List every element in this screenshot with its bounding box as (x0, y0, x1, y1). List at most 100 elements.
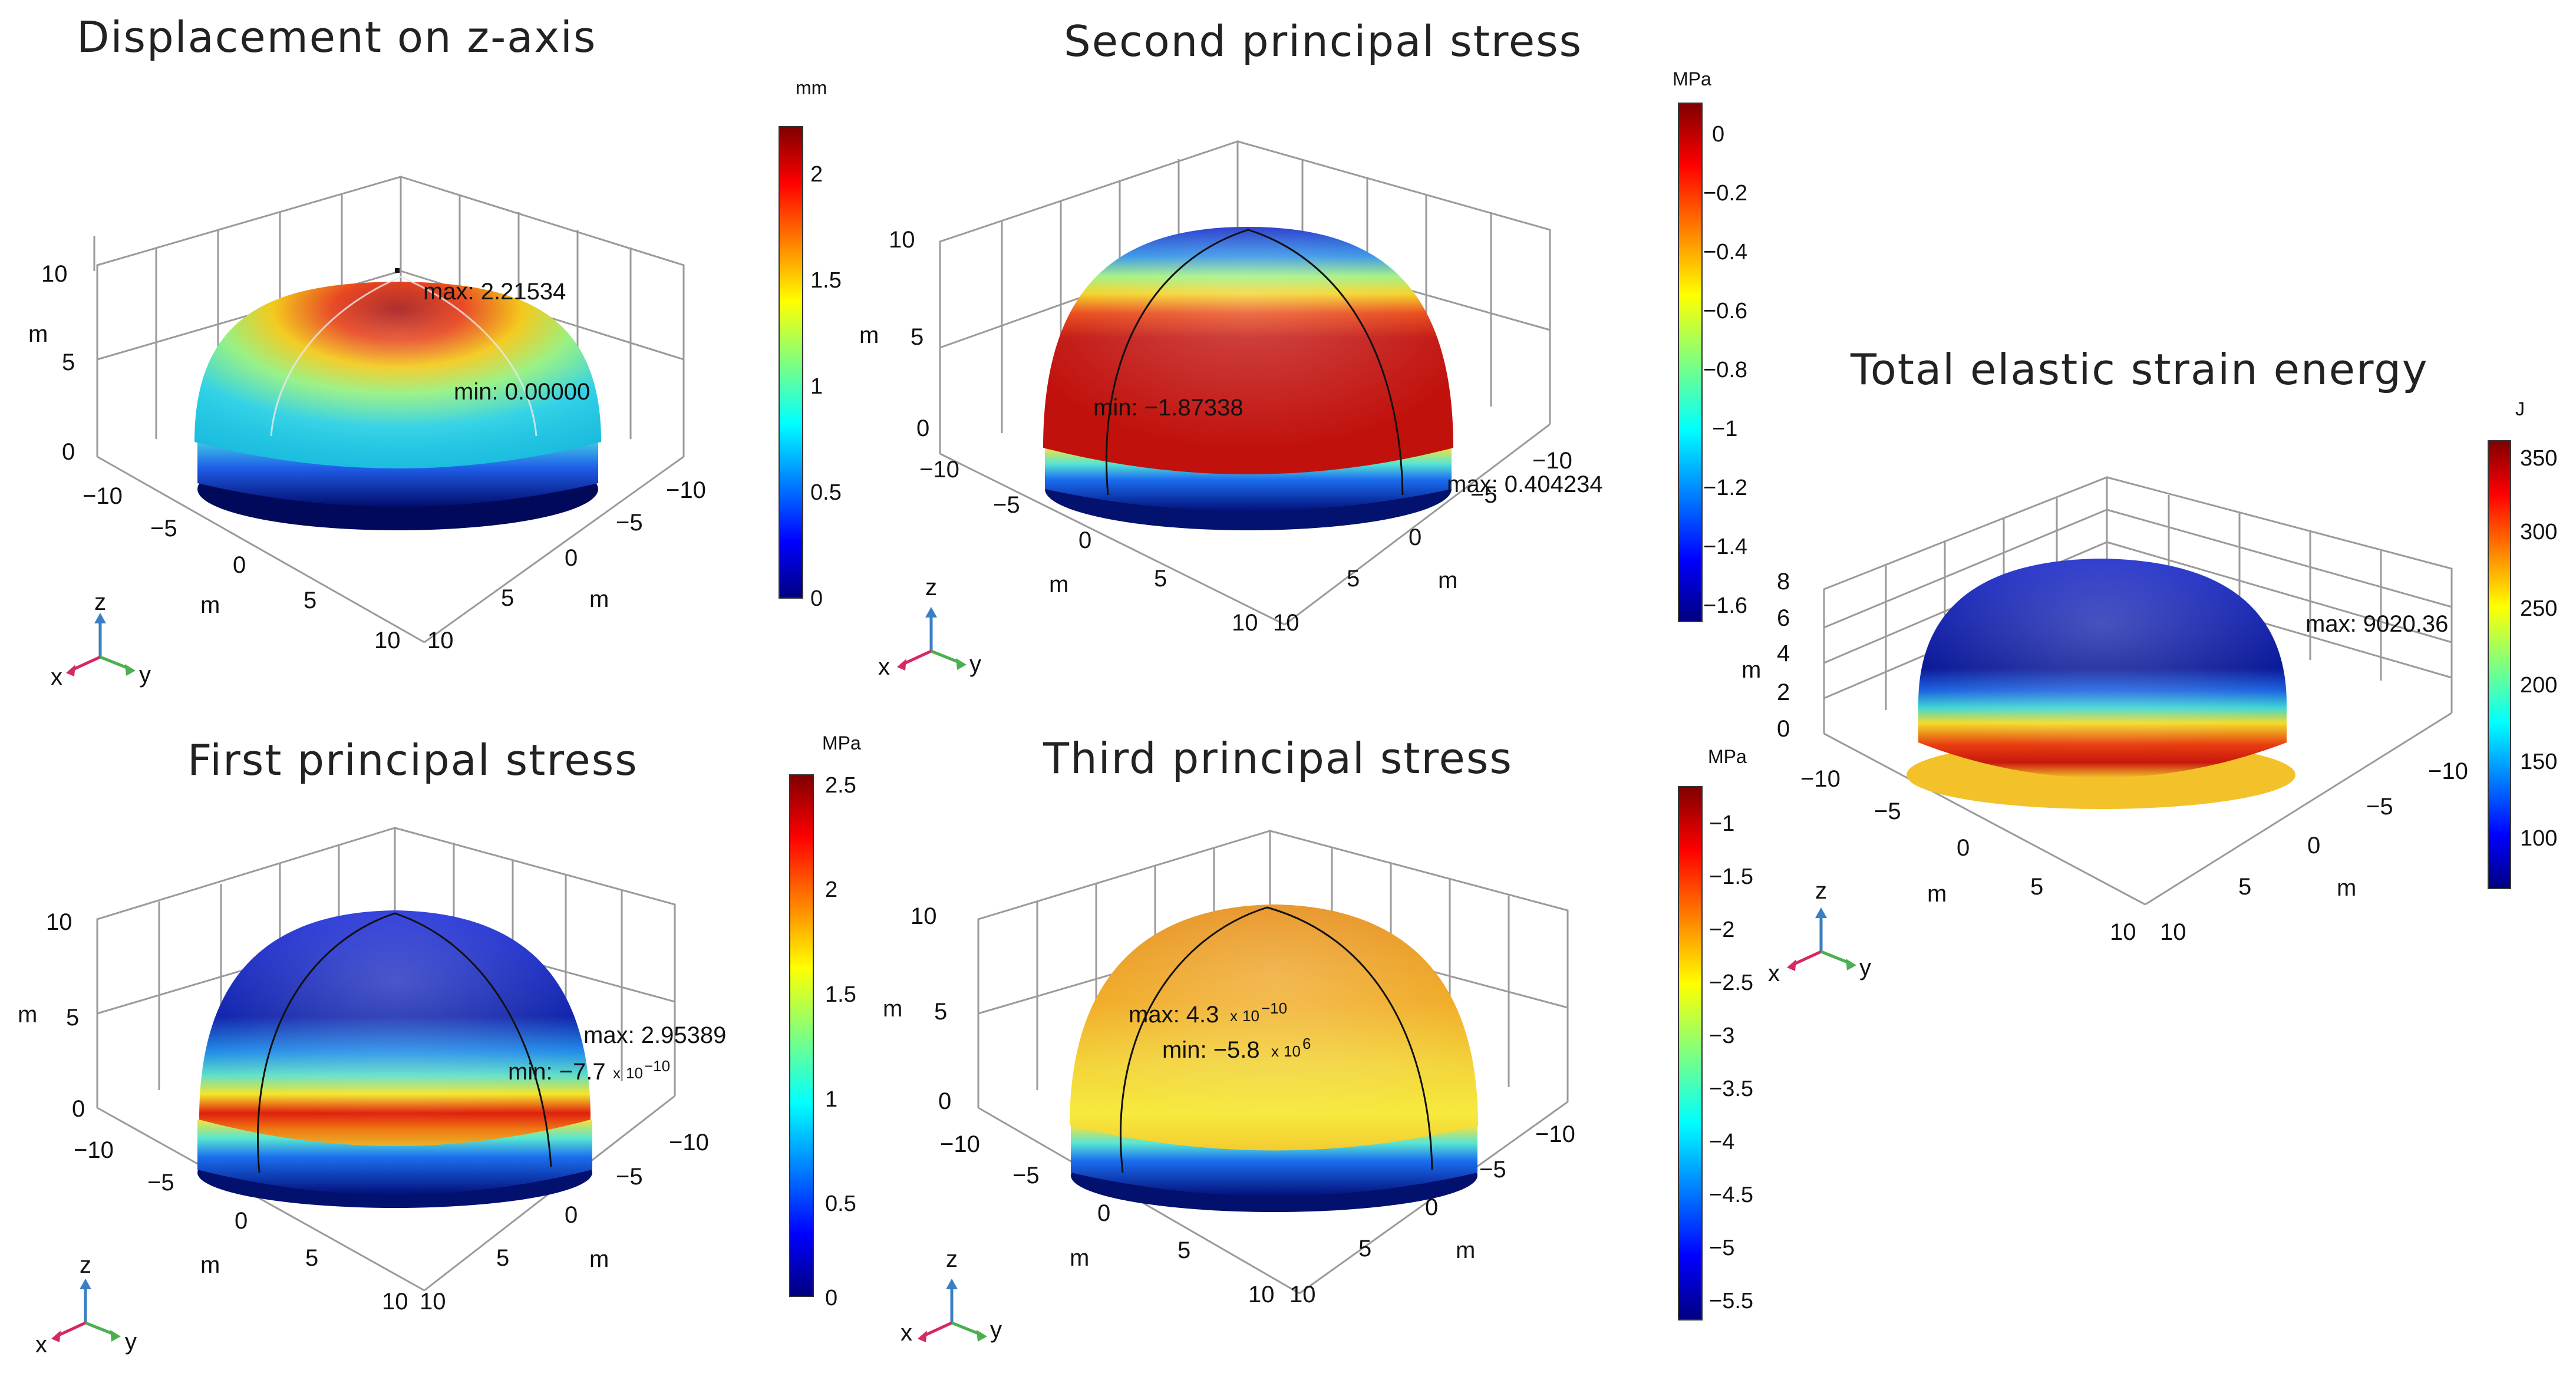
y-tick: −5 (616, 510, 643, 536)
z-tick: 10 (911, 903, 937, 929)
y-tick: −10 (2428, 758, 2468, 784)
colorbar-tick: −1.2 (1703, 476, 1747, 500)
y-axis-label: m (2337, 875, 2356, 901)
y-tick: 5 (1347, 566, 1360, 592)
colorbar-tick: 300 (2520, 520, 2557, 544)
z-tick: 0 (916, 415, 929, 441)
y-tick: 0 (1425, 1194, 1438, 1220)
x-axis-ticks: −10 −5 0 5 10 m (940, 1131, 1275, 1308)
y-tick: 5 (1358, 1236, 1371, 1262)
y-tick: 10 (427, 628, 454, 653)
colorbar-tick: −1.6 (1703, 593, 1747, 618)
max-marker (395, 268, 400, 273)
svg-text:min: −5.8: min: −5.8 (1162, 1037, 1260, 1063)
x-tick: 5 (305, 1245, 318, 1271)
triad-y-label: y (1859, 955, 1871, 980)
y-tick: −10 (1535, 1121, 1575, 1147)
colorbar-tick: 150 (2520, 750, 2557, 774)
x-tick: 5 (1154, 566, 1167, 592)
triad-x-label: x (901, 1320, 912, 1346)
axis-triad: z x y (878, 575, 981, 680)
triad-y-label: y (990, 1317, 1002, 1343)
max-annotation: max: 9020.36 (2305, 611, 2448, 637)
colorbar-tick: 1.5 (825, 982, 856, 1007)
colorbar: mm 2 1.5 1 0.5 0 (779, 77, 842, 611)
x-tick: −10 (83, 483, 123, 509)
z-tick: 10 (41, 261, 68, 287)
x-axis-label: m (1927, 881, 1947, 907)
svg-text:x: x (1230, 1007, 1238, 1025)
min-annotation: min: −1.87338 (1093, 395, 1244, 421)
z-tick: 8 (1777, 569, 1790, 595)
colorbar-tick: 2 (825, 877, 837, 902)
z-tick: 0 (72, 1096, 85, 1122)
panel-displacement-z: Displacement on z-axis 10 5 0 m (28, 12, 842, 690)
panel-title: First principal stress (187, 735, 638, 785)
z-axis-ticks: 10 5 0 m (883, 903, 951, 1114)
triad-x-label: x (51, 664, 62, 690)
x-tick: 0 (235, 1208, 248, 1234)
triad-z-label: z (946, 1246, 958, 1272)
colorbar-tick: −5 (1709, 1236, 1734, 1260)
triad-x-label: x (1768, 960, 1780, 986)
colorbar-unit: MPa (1708, 746, 1747, 767)
y-tick: 10 (1289, 1282, 1316, 1308)
svg-text:10: 10 (1284, 1042, 1301, 1060)
x-tick: −5 (993, 492, 1020, 518)
x-tick: 0 (1078, 527, 1091, 553)
max-annotation: max: 2.95389 (583, 1022, 726, 1048)
z-tick: 5 (66, 1005, 79, 1031)
colorbar-tick: 0.5 (810, 480, 842, 505)
triad-z-label: z (80, 1252, 91, 1278)
triad-x-label: x (878, 654, 890, 680)
z-tick: 0 (62, 439, 75, 465)
svg-text:6: 6 (1302, 1035, 1311, 1052)
x-tick: 5 (304, 587, 316, 613)
colorbar-tick: 0.5 (825, 1191, 856, 1216)
colorbar-tick: 0 (1712, 122, 1724, 147)
z-tick: 0 (938, 1088, 951, 1114)
colorbar-tick: 100 (2520, 826, 2557, 851)
colorbar-tick: −1 (1712, 417, 1737, 441)
z-axis-ticks: 10 5 0 m (859, 227, 929, 441)
colorbar-tick: −4.5 (1709, 1183, 1753, 1207)
x-tick: −10 (919, 457, 959, 483)
max-annotation: max: 4.3 x 10 −10 (1129, 999, 1287, 1028)
colorbar-tick: −5.5 (1709, 1289, 1753, 1313)
triad-z-label: z (1815, 878, 1827, 904)
svg-text:10: 10 (1242, 1007, 1259, 1025)
x-tick: 0 (1097, 1200, 1110, 1226)
panel-title: Displacement on z-axis (77, 12, 596, 62)
x-tick: −5 (150, 516, 177, 542)
axis-box (1823, 476, 2453, 906)
z-axis-label: m (859, 322, 879, 348)
y-tick: 0 (2307, 833, 2320, 859)
x-tick: −10 (940, 1131, 980, 1157)
x-tick: −10 (1800, 766, 1841, 792)
z-axis-ticks: 8 6 4 2 0 m (1741, 569, 1790, 742)
colorbar-tick: −1.5 (1709, 864, 1753, 889)
z-tick: 5 (62, 349, 75, 375)
z-tick: 10 (46, 909, 72, 935)
x-axis-ticks: −10 −5 0 5 10 m (1800, 766, 2136, 945)
y-axis-label: m (589, 1246, 609, 1272)
y-tick: −5 (1479, 1157, 1506, 1183)
colorbar-tick: 1.5 (810, 268, 842, 293)
x-axis-label: m (200, 1252, 220, 1278)
z-axis-ticks: 10 5 0 m (28, 261, 75, 465)
colorbar-tick: −2 (1709, 917, 1734, 942)
svg-text:x: x (613, 1064, 621, 1082)
z-axis-label: m (18, 1002, 37, 1028)
y-axis-ticks: −10 −5 0 5 10 m (2160, 758, 2468, 945)
axis-triad: z x y (51, 589, 151, 690)
colorbar-tick: −4 (1709, 1130, 1734, 1154)
z-tick: 5 (934, 999, 947, 1025)
y-axis-label: m (1438, 567, 1457, 593)
colorbar-tick: 0 (825, 1286, 837, 1310)
y-tick: 10 (2160, 919, 2186, 945)
triad-z-label: z (94, 589, 106, 615)
colorbar-tick: 1 (810, 374, 823, 399)
axis-triad: z x y (35, 1252, 137, 1358)
x-axis-ticks: −10 −5 0 5 10 m (74, 1137, 408, 1315)
